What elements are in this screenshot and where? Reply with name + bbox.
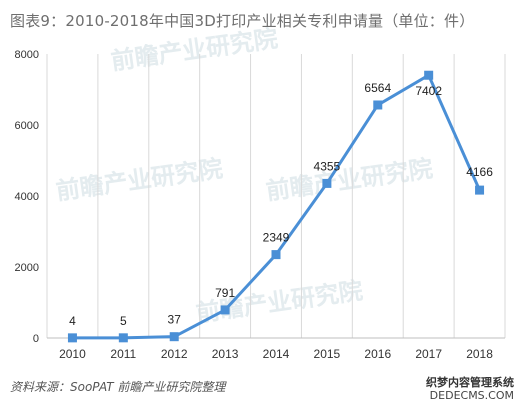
series-line: [72, 73, 481, 340]
data-label: 791: [215, 286, 235, 300]
y-tick-label: 8000: [15, 49, 39, 61]
x-tick-label: 2016: [364, 347, 391, 361]
data-label: 2349: [263, 231, 290, 245]
y-tick-label: 2000: [15, 262, 39, 274]
data-label: 4166: [466, 165, 493, 179]
x-tick-label: 2015: [314, 347, 341, 361]
stamp-line2: DEDECMS.COM: [429, 389, 514, 402]
source-note: 资料来源：SooPAT 前瞻产业研究院整理: [10, 380, 226, 394]
x-tick-label: 2017: [415, 347, 442, 361]
data-point: [424, 70, 434, 80]
data-point: [271, 250, 281, 260]
x-tick-label: 2010: [59, 347, 86, 361]
data-label: 6564: [364, 81, 391, 95]
x-tick-label: 2012: [161, 347, 188, 361]
data-point: [220, 305, 230, 315]
data-label: 4: [69, 314, 76, 328]
data-point: [475, 185, 485, 195]
x-tick-label: 2011: [110, 347, 136, 361]
stamp-line1: 织梦内容管理系统: [426, 376, 514, 389]
data-label: 4355: [314, 159, 341, 173]
chart-title: 图表9：2010-2018年中国3D打印产业相关专利申请量（单位：件）: [10, 12, 475, 30]
y-tick-label: 4000: [15, 191, 39, 203]
data-point: [322, 178, 332, 188]
data-label: 5: [120, 314, 127, 328]
data-point: [169, 332, 179, 342]
x-tick-label: 2013: [212, 347, 239, 361]
data-point: [118, 333, 128, 343]
site-stamp: 织梦内容管理系统 DEDECMS.COM: [426, 376, 514, 402]
data-point: [373, 100, 383, 110]
y-tick-label: 6000: [15, 120, 39, 132]
data-point: [67, 333, 77, 343]
x-tick-label: 2018: [466, 347, 493, 361]
y-tick-label: 0: [33, 333, 39, 345]
data-label: 37: [168, 313, 182, 327]
x-tick-label: 2014: [263, 347, 290, 361]
data-label: 7402: [415, 84, 442, 98]
